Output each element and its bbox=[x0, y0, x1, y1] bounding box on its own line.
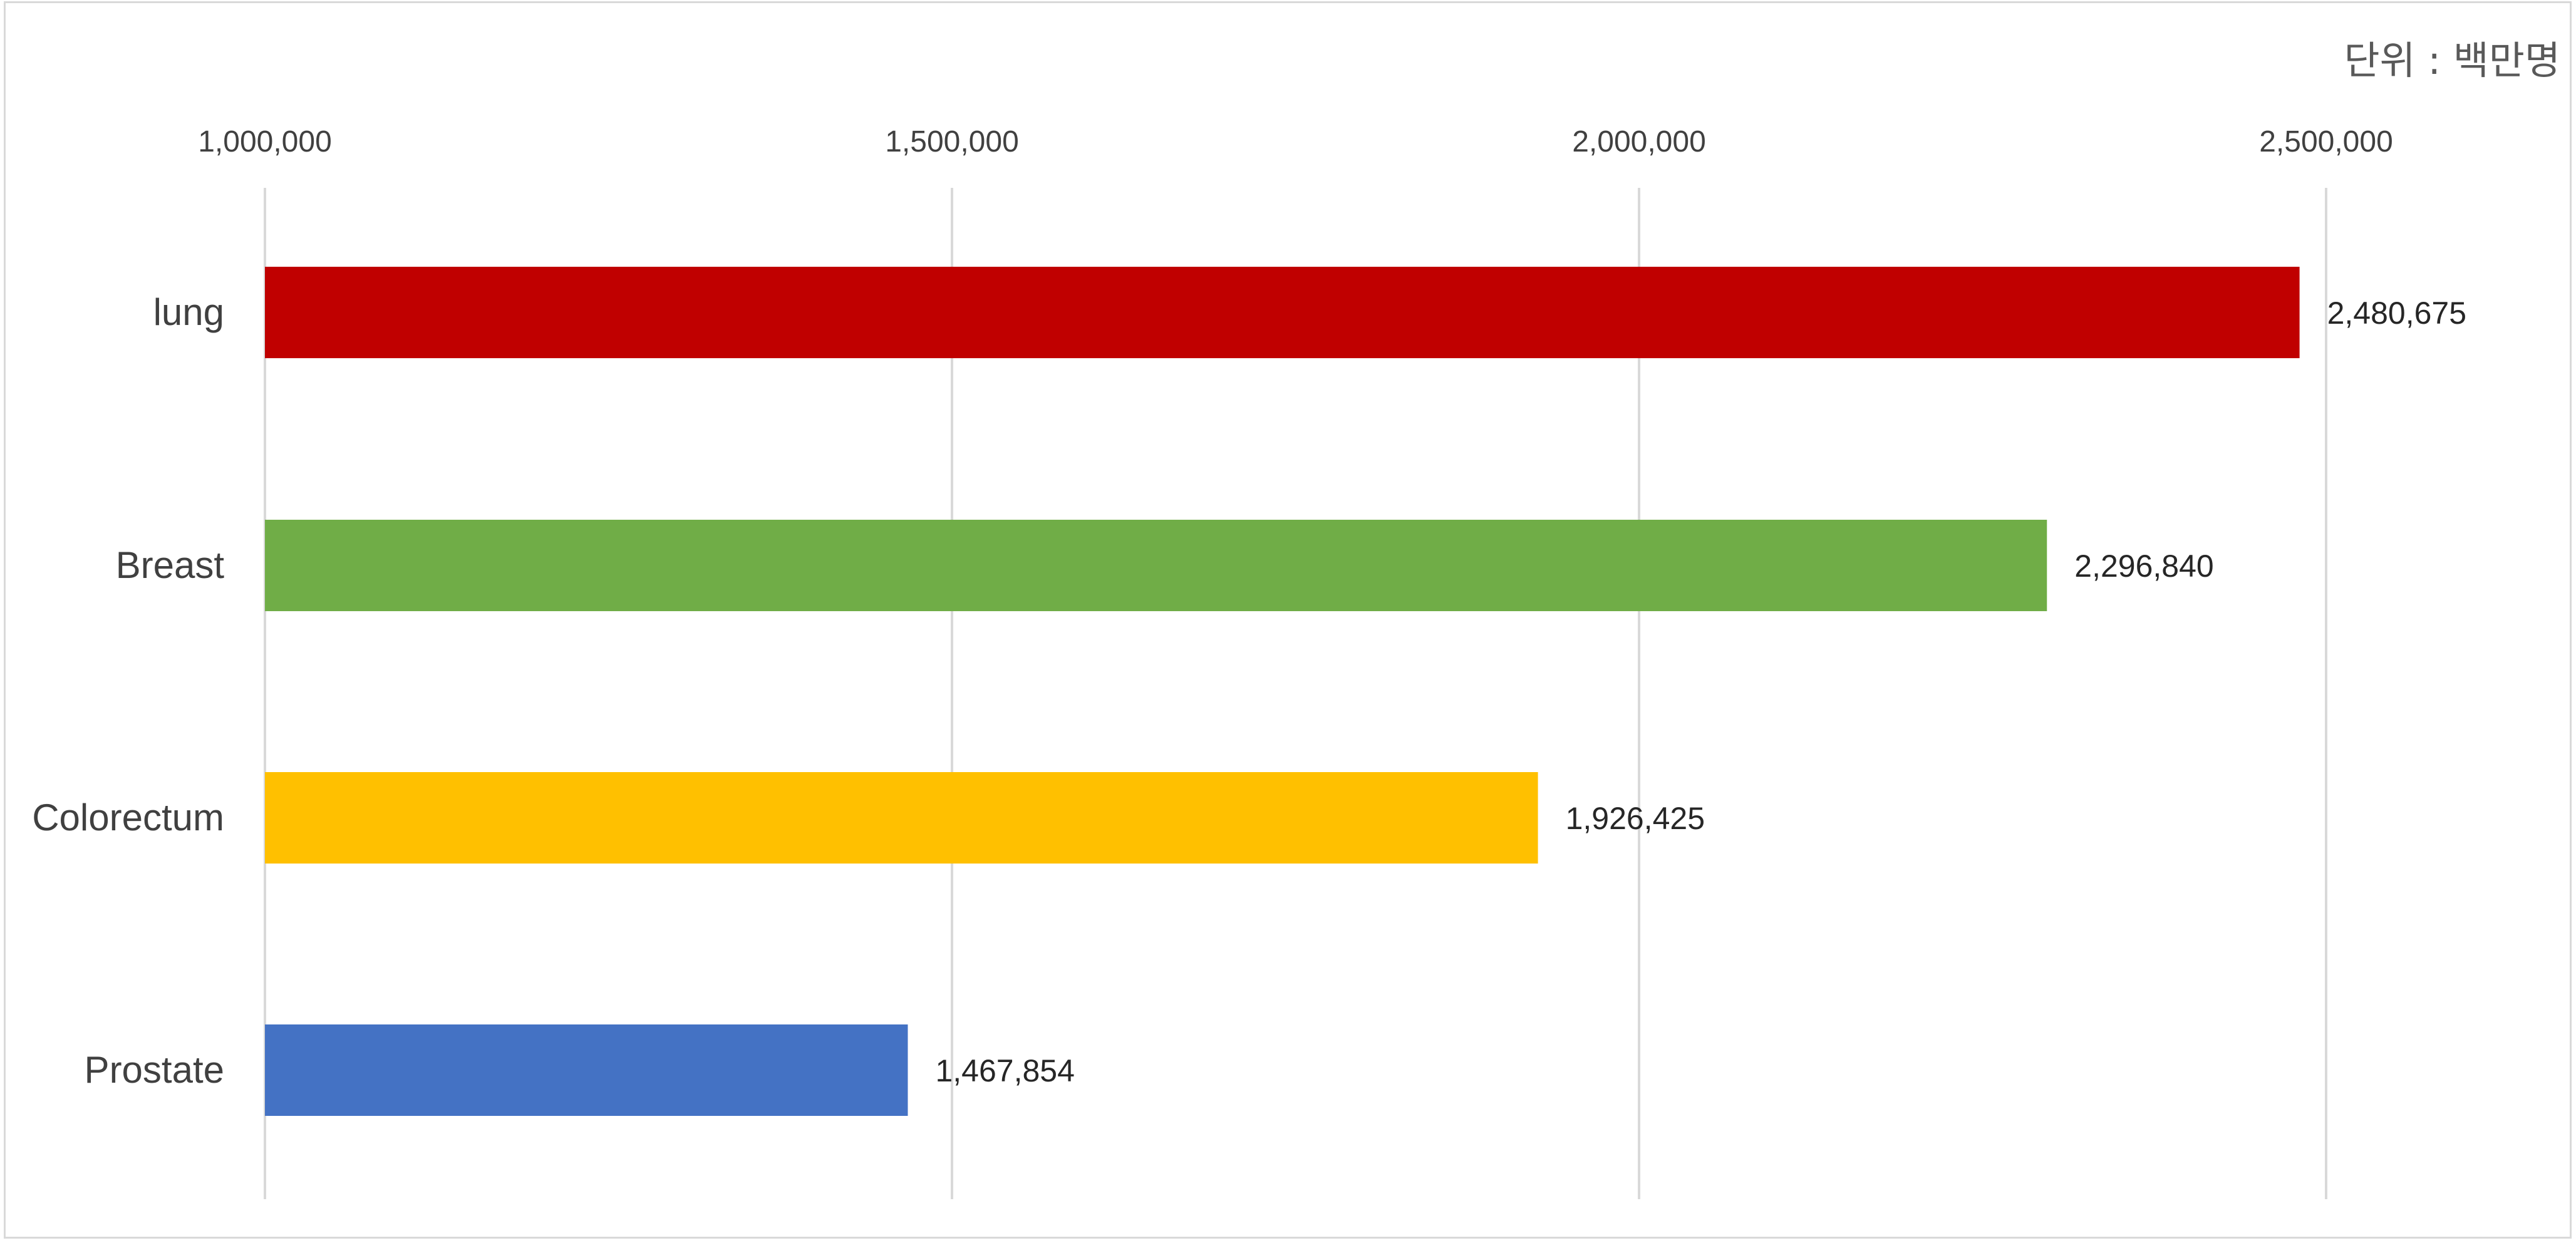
bar-colorectum bbox=[265, 772, 1538, 864]
data-label: 2,296,840 bbox=[2074, 549, 2213, 584]
unit-label: 단위 : 백만명 bbox=[2344, 38, 2560, 83]
category-labels: lung Breast Colorectum Prostate bbox=[32, 291, 224, 1091]
category-label: Prostate bbox=[85, 1049, 224, 1091]
category-label: Breast bbox=[116, 544, 225, 586]
x-tick-label: 1,000,000 bbox=[198, 125, 332, 158]
category-label: lung bbox=[153, 291, 224, 333]
bars bbox=[265, 267, 2300, 1116]
data-label: 1,926,425 bbox=[1566, 801, 1705, 836]
x-tick-label: 2,500,000 bbox=[2259, 125, 2393, 158]
data-label: 2,480,675 bbox=[2327, 296, 2466, 331]
data-label: 1,467,854 bbox=[935, 1053, 1074, 1088]
x-tick-label: 2,000,000 bbox=[1572, 125, 1706, 158]
x-tick-label: 1,500,000 bbox=[885, 125, 1019, 158]
data-labels: 2,480,675 2,296,840 1,926,425 1,467,854 bbox=[935, 296, 2466, 1088]
category-label: Colorectum bbox=[32, 797, 224, 838]
x-axis-ticks: 1,000,000 1,500,000 2,000,000 2,500,000 bbox=[198, 125, 2393, 158]
bar-lung bbox=[265, 267, 2300, 358]
bar-prostate bbox=[265, 1024, 908, 1116]
bar-breast bbox=[265, 520, 2047, 611]
